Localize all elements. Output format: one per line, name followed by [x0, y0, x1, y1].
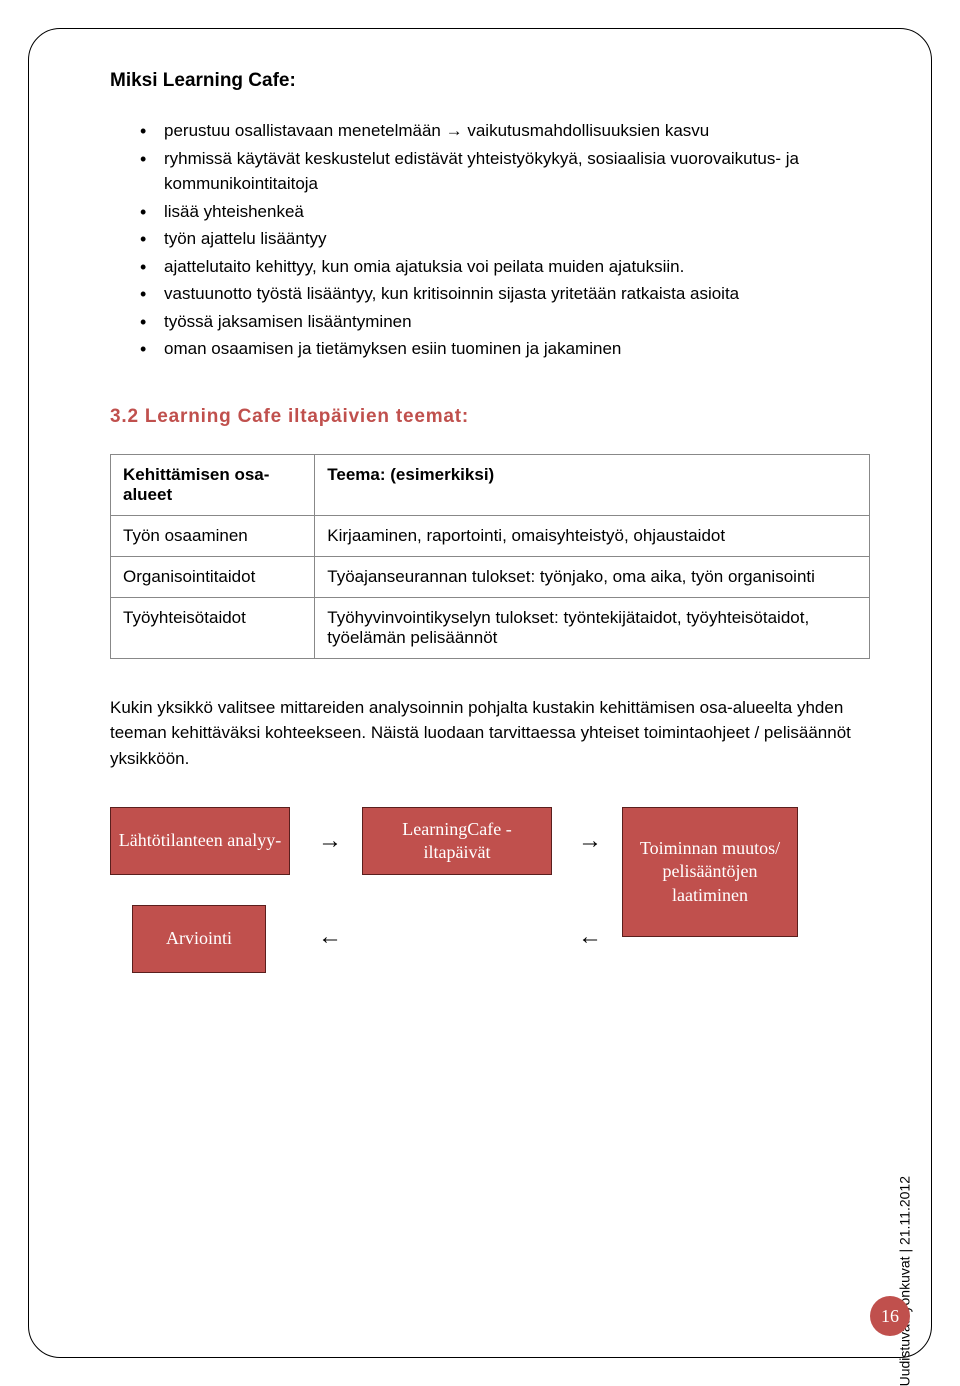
flow-node: Toiminnan muutos/ pelisääntöjen laatimin…	[622, 807, 798, 937]
arrow-right-icon: →	[318, 829, 342, 853]
page-title: Miksi Learning Cafe:	[110, 70, 870, 92]
flow-node: LearningCafe - iltapäivät	[362, 807, 552, 875]
table-header-cell: Teema: (esimerkiksi)	[315, 454, 870, 515]
table-row: Organisointitaidot Työajanseurannan tulo…	[111, 556, 870, 597]
table-cell: Työhyvinvointikyselyn tulokset: työnteki…	[315, 597, 870, 658]
arrow-left-icon: ←	[318, 925, 342, 949]
body-paragraph: Kukin yksikkö valitsee mittareiden analy…	[110, 695, 870, 772]
list-item: työn ajattelu lisääntyy	[140, 226, 870, 252]
table-cell: Kirjaaminen, raportointi, omaisyhteistyö…	[315, 515, 870, 556]
flow-diagram: Lähtötilanteen analyy- → LearningCafe - …	[100, 807, 840, 987]
footer-text: Uudistuvat työnkuvat | 21.11.2012	[896, 1176, 912, 1386]
arrow-right-icon: →	[578, 829, 602, 853]
arrow-left-icon: ←	[578, 925, 602, 949]
list-item: ryhmissä käytävät keskustelut edistävät …	[140, 146, 870, 197]
table-cell: Organisointitaidot	[111, 556, 315, 597]
section-heading: 3.2 Learning Cafe iltapäivien teemat:	[110, 406, 870, 428]
table-cell: Työn osaaminen	[111, 515, 315, 556]
list-item: ajattelutaito kehittyy, kun omia ajatuks…	[140, 254, 870, 280]
table-row: Työyhteisötaidot Työhyvinvointikyselyn t…	[111, 597, 870, 658]
table-header-cell: Kehittämisen osa-alueet	[111, 454, 315, 515]
list-item: vastuunotto työstä lisääntyy, kun kritis…	[140, 281, 870, 307]
table-row: Työn osaaminen Kirjaaminen, raportointi,…	[111, 515, 870, 556]
table-cell: Työajanseurannan tulokset: työnjako, oma…	[315, 556, 870, 597]
list-item: lisää yhteishenkeä	[140, 199, 870, 225]
flow-node: Arviointi	[132, 905, 266, 973]
themes-table: Kehittämisen osa-alueet Teema: (esimerki…	[110, 454, 870, 659]
table-cell: Työyhteisötaidot	[111, 597, 315, 658]
bullet-list: perustuu osallistavaan menetelmään → vai…	[140, 118, 870, 362]
flow-node: Lähtötilanteen analyy-	[110, 807, 290, 875]
page-number-badge: 16	[870, 1296, 910, 1336]
list-item: työssä jaksamisen lisääntyminen	[140, 309, 870, 335]
list-item: oman osaamisen ja tietämyksen esiin tuom…	[140, 336, 870, 362]
table-header-row: Kehittämisen osa-alueet Teema: (esimerki…	[111, 454, 870, 515]
list-item: perustuu osallistavaan menetelmään → vai…	[140, 118, 870, 144]
document-page: Miksi Learning Cafe: perustuu osallistav…	[0, 0, 960, 1386]
